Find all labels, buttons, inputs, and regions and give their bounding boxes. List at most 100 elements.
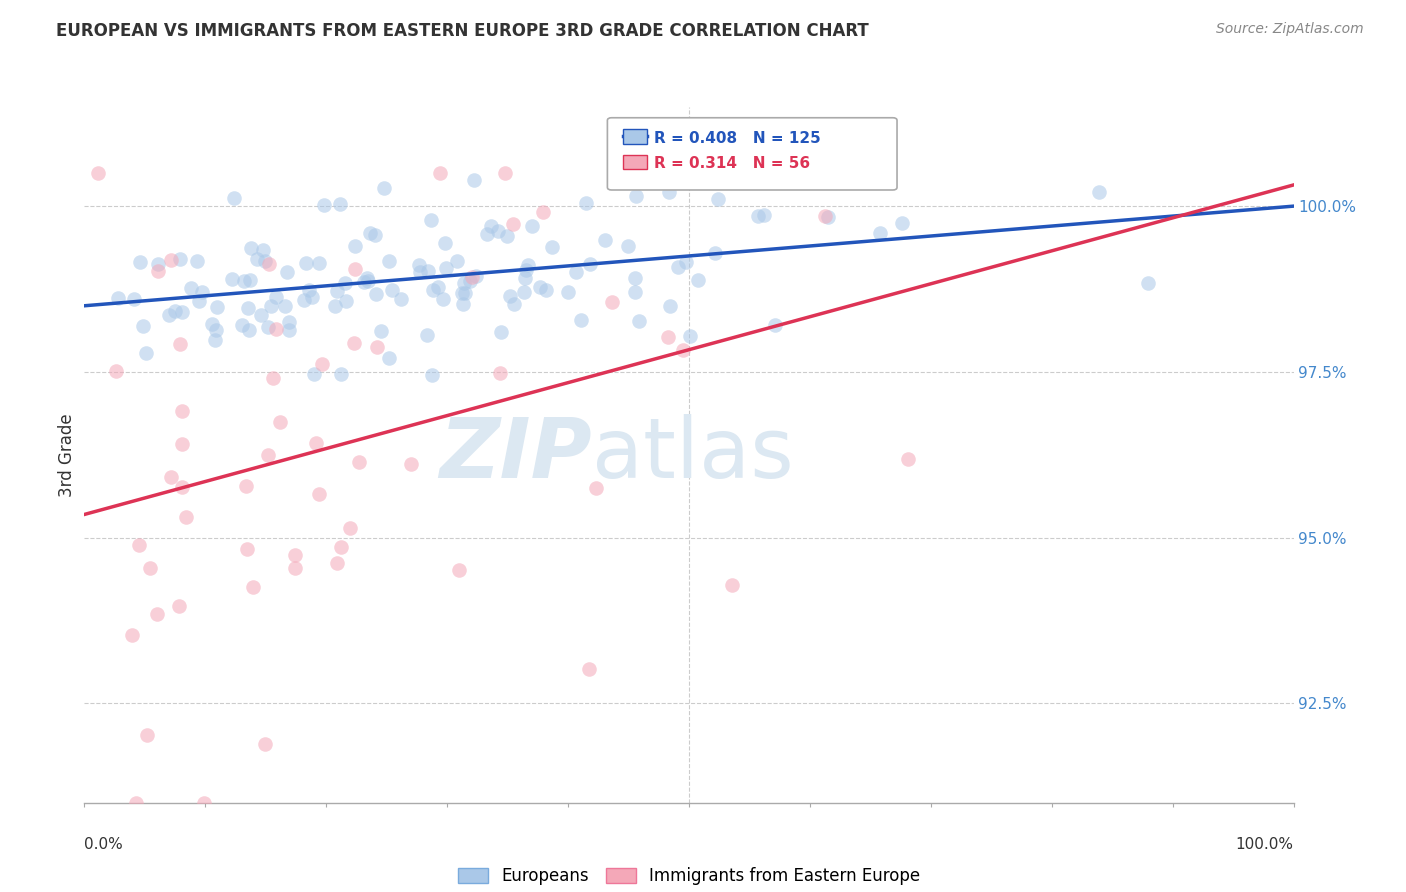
Point — [128, 255, 150, 269]
Point — [869, 226, 891, 240]
Point — [205, 323, 228, 337]
Point — [415, 328, 437, 343]
Point — [624, 285, 647, 300]
Point — [308, 256, 330, 270]
Point — [252, 243, 274, 257]
Point — [146, 257, 169, 271]
Point — [370, 324, 392, 338]
Point — [416, 263, 439, 277]
Point — [373, 181, 395, 195]
Point — [624, 270, 647, 285]
Point — [330, 367, 353, 381]
Point — [399, 457, 422, 471]
Point — [295, 256, 318, 270]
Point — [105, 364, 128, 378]
Point — [454, 285, 477, 300]
Point — [205, 300, 228, 314]
Point — [249, 309, 271, 323]
Point — [534, 283, 557, 297]
Point — [503, 297, 526, 311]
Point — [172, 304, 194, 318]
Point — [575, 195, 598, 210]
Point — [269, 415, 291, 429]
Point — [499, 289, 522, 303]
Point — [433, 235, 456, 250]
Point — [259, 300, 281, 314]
Point — [696, 166, 718, 180]
Point — [132, 318, 155, 333]
Point — [311, 357, 333, 371]
Point — [135, 346, 157, 360]
Point — [890, 216, 912, 230]
Point — [167, 599, 190, 613]
Point — [353, 275, 375, 289]
Point — [666, 260, 689, 274]
Point — [465, 268, 488, 283]
Text: 0.0%: 0.0% — [84, 837, 124, 852]
Point — [453, 277, 475, 291]
Point — [434, 261, 457, 276]
Point — [329, 541, 352, 555]
Point — [146, 264, 169, 278]
Point — [657, 329, 679, 343]
Point — [602, 295, 624, 310]
Point — [449, 563, 471, 577]
Point — [278, 315, 301, 329]
Point — [191, 285, 214, 299]
Text: 100.0%: 100.0% — [1236, 837, 1294, 852]
Point — [585, 481, 607, 495]
Point — [624, 189, 647, 203]
Point — [157, 308, 180, 322]
Point — [160, 470, 183, 484]
Point — [451, 286, 474, 301]
Point — [257, 320, 280, 334]
Point — [284, 548, 307, 562]
Point — [408, 265, 430, 279]
Point — [496, 229, 519, 244]
Point — [814, 209, 837, 223]
Point — [235, 479, 257, 493]
Point — [672, 343, 695, 357]
Point — [1137, 277, 1160, 291]
Point — [688, 273, 710, 287]
Point — [343, 239, 366, 253]
Point — [264, 290, 287, 304]
Point — [389, 293, 412, 307]
Text: R = 0.408   N = 125: R = 0.408 N = 125 — [654, 131, 821, 146]
Point — [754, 208, 776, 222]
Point — [513, 270, 536, 285]
Point — [565, 265, 588, 279]
Point — [188, 293, 211, 308]
Point — [422, 283, 444, 297]
Point — [221, 272, 243, 286]
Point — [201, 317, 224, 331]
Point — [170, 480, 193, 494]
Point — [489, 326, 512, 340]
Point — [463, 173, 485, 187]
Point — [128, 538, 150, 552]
Point — [529, 279, 551, 293]
Point — [378, 351, 401, 365]
Point — [312, 198, 335, 212]
Point — [520, 219, 543, 234]
Point — [236, 541, 259, 556]
Point — [378, 254, 401, 268]
Point — [231, 318, 253, 332]
Point — [432, 292, 454, 306]
Point — [675, 255, 697, 269]
Point — [380, 284, 402, 298]
Point — [364, 287, 387, 301]
Point — [356, 271, 378, 285]
Point — [704, 246, 727, 260]
Point — [489, 367, 512, 381]
Point — [292, 293, 315, 307]
Point — [193, 796, 215, 810]
Point — [180, 281, 202, 295]
Text: R = 0.314   N = 56: R = 0.314 N = 56 — [654, 156, 810, 171]
Point — [364, 228, 387, 243]
Point — [304, 367, 326, 381]
Point — [540, 240, 562, 254]
Point — [276, 265, 298, 279]
Point — [323, 299, 346, 313]
Point — [359, 226, 381, 240]
